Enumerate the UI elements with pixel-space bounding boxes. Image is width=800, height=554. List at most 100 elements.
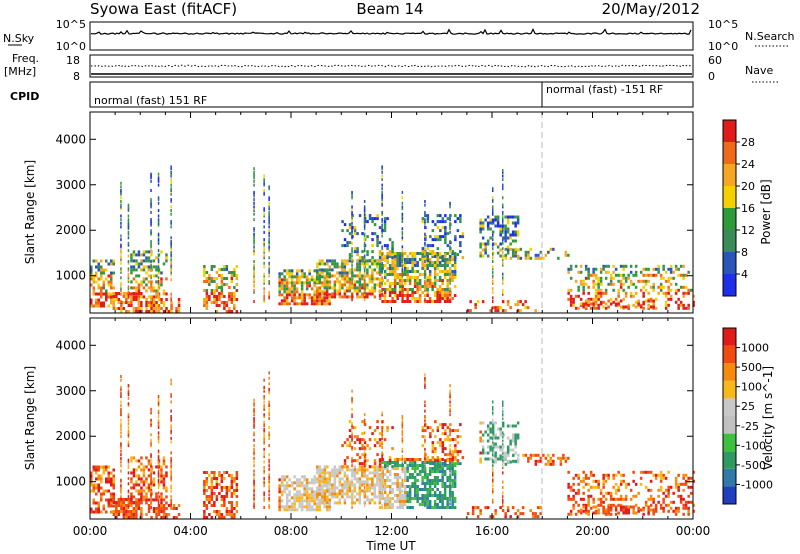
velocity-cell <box>492 498 494 502</box>
velocity-cell <box>424 440 426 444</box>
power-cell <box>140 253 143 257</box>
power-cell <box>325 275 329 279</box>
velocity-cell <box>444 462 447 466</box>
power-cell <box>376 244 379 248</box>
power-cell <box>516 221 520 225</box>
power-cell <box>157 201 160 205</box>
velocity-cell <box>127 442 130 446</box>
velocity-cell <box>424 447 426 451</box>
power-cell <box>341 259 344 263</box>
velocity-cell <box>597 503 600 507</box>
power-cell <box>408 300 412 303</box>
velocity-cell <box>145 492 148 496</box>
velocity-cell <box>308 505 311 509</box>
velocity-cell <box>112 510 116 513</box>
power-cell <box>268 210 270 214</box>
power-cell <box>492 238 494 242</box>
velocity-cell <box>612 476 615 480</box>
power-cell <box>496 306 500 310</box>
power-cell <box>150 283 152 287</box>
velocity-cell <box>564 459 568 463</box>
velocity-cell <box>308 496 311 500</box>
velocity-cell <box>288 484 291 488</box>
velocity-cell <box>316 495 319 499</box>
velocity-cell <box>622 509 625 513</box>
velocity-cell <box>398 497 402 500</box>
power-cell <box>343 292 347 296</box>
power-cell <box>607 264 610 268</box>
velocity-cell <box>577 488 580 492</box>
velocity-cell <box>381 429 383 433</box>
power-cell <box>599 302 603 306</box>
velocity-cell <box>577 509 580 513</box>
power-cell <box>157 241 160 245</box>
velocity-cell <box>396 485 399 488</box>
power-cell <box>318 289 322 293</box>
velocity-cell <box>449 480 451 484</box>
power-cell <box>310 278 314 282</box>
velocity-cell <box>461 456 465 460</box>
power-cell <box>476 300 480 304</box>
power-cell <box>285 296 289 300</box>
velocity-cell <box>323 489 327 493</box>
velocity-cell <box>424 380 426 384</box>
velocity-cell <box>208 474 211 477</box>
velocity-cell <box>223 498 226 501</box>
velocity-cell <box>142 489 146 493</box>
power-cell <box>386 256 389 260</box>
velocity-cell <box>371 483 374 487</box>
power-cell <box>157 265 160 269</box>
velocity-cell <box>446 506 449 509</box>
velocity-cell <box>361 489 364 493</box>
velocity-cell <box>426 456 430 460</box>
velocity-cell <box>268 376 270 380</box>
velocity-cell <box>401 431 404 435</box>
power-cell <box>413 264 417 267</box>
power-cell <box>637 302 640 306</box>
velocity-cell <box>313 475 316 479</box>
velocity-cell <box>162 510 166 513</box>
velocity-cell <box>150 422 152 426</box>
power-cell <box>293 302 296 306</box>
velocity-cell <box>150 506 152 509</box>
velocity-cell <box>403 494 407 497</box>
power-cell <box>393 258 397 261</box>
power-cell <box>361 295 364 299</box>
velocity-cell <box>268 486 270 489</box>
power-cell <box>233 271 236 274</box>
velocity-cell <box>587 500 590 504</box>
power-cell <box>506 218 510 222</box>
velocity-cell <box>363 458 366 462</box>
power-cell <box>426 217 430 221</box>
power-cell <box>381 223 383 227</box>
velocity-cell <box>288 493 291 497</box>
power-cell <box>381 300 384 303</box>
velocity-cell <box>378 501 382 505</box>
velocity-cell <box>443 506 447 509</box>
power-cell <box>383 288 387 291</box>
velocity-cell <box>396 488 399 491</box>
power-cell <box>453 258 457 261</box>
power-cell <box>604 302 608 306</box>
power-cell <box>150 189 152 192</box>
power-cell <box>363 270 366 274</box>
velocity-cell <box>381 427 383 431</box>
velocity-cell <box>449 455 451 459</box>
velocity-cell <box>120 385 122 389</box>
power-cell <box>218 295 221 298</box>
power-cell <box>112 271 115 275</box>
power-cell <box>326 283 329 287</box>
power-cell <box>436 220 440 224</box>
power-cell <box>383 282 387 285</box>
velocity-cell <box>120 478 122 482</box>
velocity-cell <box>386 429 389 433</box>
velocity-cell <box>170 462 172 466</box>
velocity-cell <box>486 457 490 461</box>
velocity-cell <box>446 503 449 506</box>
power-cell <box>644 273 648 277</box>
power-cell <box>361 283 364 287</box>
power-cell <box>433 294 437 297</box>
velocity-cell <box>315 505 319 509</box>
power-cell <box>454 214 457 218</box>
power-cell <box>424 256 427 260</box>
